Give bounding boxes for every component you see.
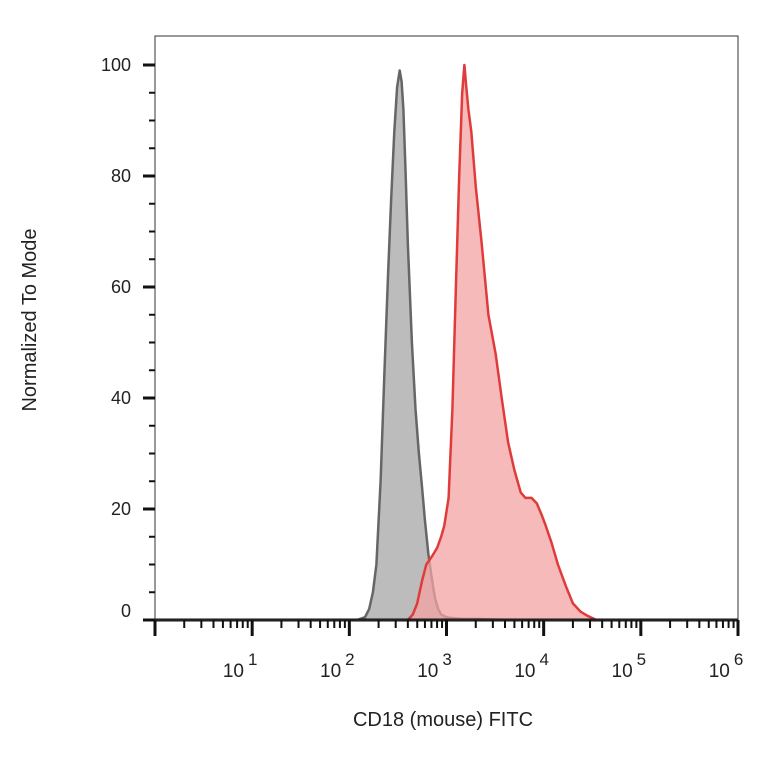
y-axis: 0 20 40 60 80 100 [101,55,155,622]
histogram-fill-2 [155,65,738,620]
x-tick-label: 104 [514,650,549,682]
x-tick-label: 105 [612,650,647,682]
y-tick-label: 60 [111,277,131,297]
x-tick-label: 102 [320,650,355,682]
x-axis: 101 102 103 104 105 106 [153,620,744,682]
y-tick-label: 20 [111,499,131,519]
histogram-line-2 [155,63,738,622]
x-axis-label: CD18 (mouse) FITC [353,709,533,731]
x-tick-label: 103 [417,650,452,682]
y-tick-label: 0 [121,601,131,621]
x-tick-label: 106 [709,650,744,682]
y-tick-label: 100 [101,55,131,75]
plot-series [155,63,738,622]
y-tick-label: 80 [111,166,131,186]
y-axis-label: Normalized To Mode [19,228,41,411]
x-tick-label: 101 [223,650,258,682]
y-tick-label: 40 [111,388,131,408]
